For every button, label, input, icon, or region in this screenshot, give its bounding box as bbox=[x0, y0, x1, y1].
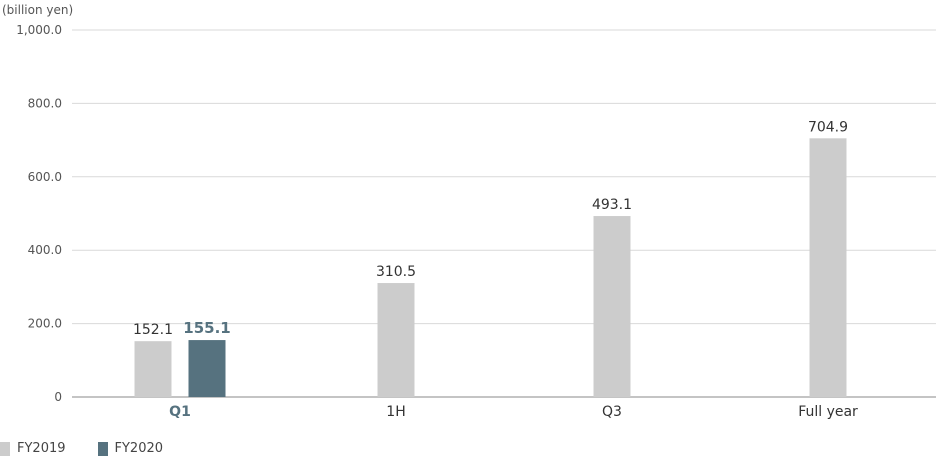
bar-fy2019-1h bbox=[377, 283, 415, 397]
y-tick-label: 400.0 bbox=[28, 243, 62, 257]
x-tick-label: Q1 bbox=[169, 404, 191, 420]
bar-fy2019-q1 bbox=[134, 341, 172, 397]
legend-swatch-fy2019 bbox=[0, 441, 10, 456]
y-tick-label: 600.0 bbox=[28, 170, 62, 184]
legend-item-fy2019: FY2019 bbox=[0, 441, 66, 456]
y-tick-label: 1,000.0 bbox=[16, 23, 62, 37]
x-tick-label: Full year bbox=[798, 404, 858, 420]
legend-item-fy2020: FY2020 bbox=[97, 441, 164, 456]
y-tick-label: 200.0 bbox=[28, 317, 62, 331]
data-label: 155.1 bbox=[183, 319, 230, 337]
x-tick-label: Q3 bbox=[602, 404, 622, 420]
x-tick-label: 1H bbox=[386, 404, 405, 420]
y-axis-unit-label: (billion yen) bbox=[2, 3, 74, 17]
bar-fy2020-q1 bbox=[188, 340, 226, 397]
y-tick-label: 800.0 bbox=[28, 96, 62, 110]
bar-chart: 0 200.0 400.0 600.0 800.0 1,000.0 152.1 155.1 Q1… bbox=[16, 23, 936, 420]
data-label: 310.5 bbox=[376, 264, 416, 280]
legend-label-fy2019: FY2019 bbox=[17, 441, 66, 456]
legend-swatch-fy2020 bbox=[97, 441, 108, 456]
legend-label-fy2020: FY2020 bbox=[114, 441, 164, 456]
legend: FY2019 FY2020 bbox=[0, 441, 195, 456]
bar-fy2019-q3 bbox=[593, 216, 631, 397]
data-label: 152.1 bbox=[133, 322, 173, 338]
y-tick-label: 0 bbox=[54, 390, 62, 404]
data-label: 704.9 bbox=[808, 119, 848, 135]
bar-fy2019-full-year bbox=[809, 138, 847, 397]
data-label: 493.1 bbox=[592, 197, 632, 213]
